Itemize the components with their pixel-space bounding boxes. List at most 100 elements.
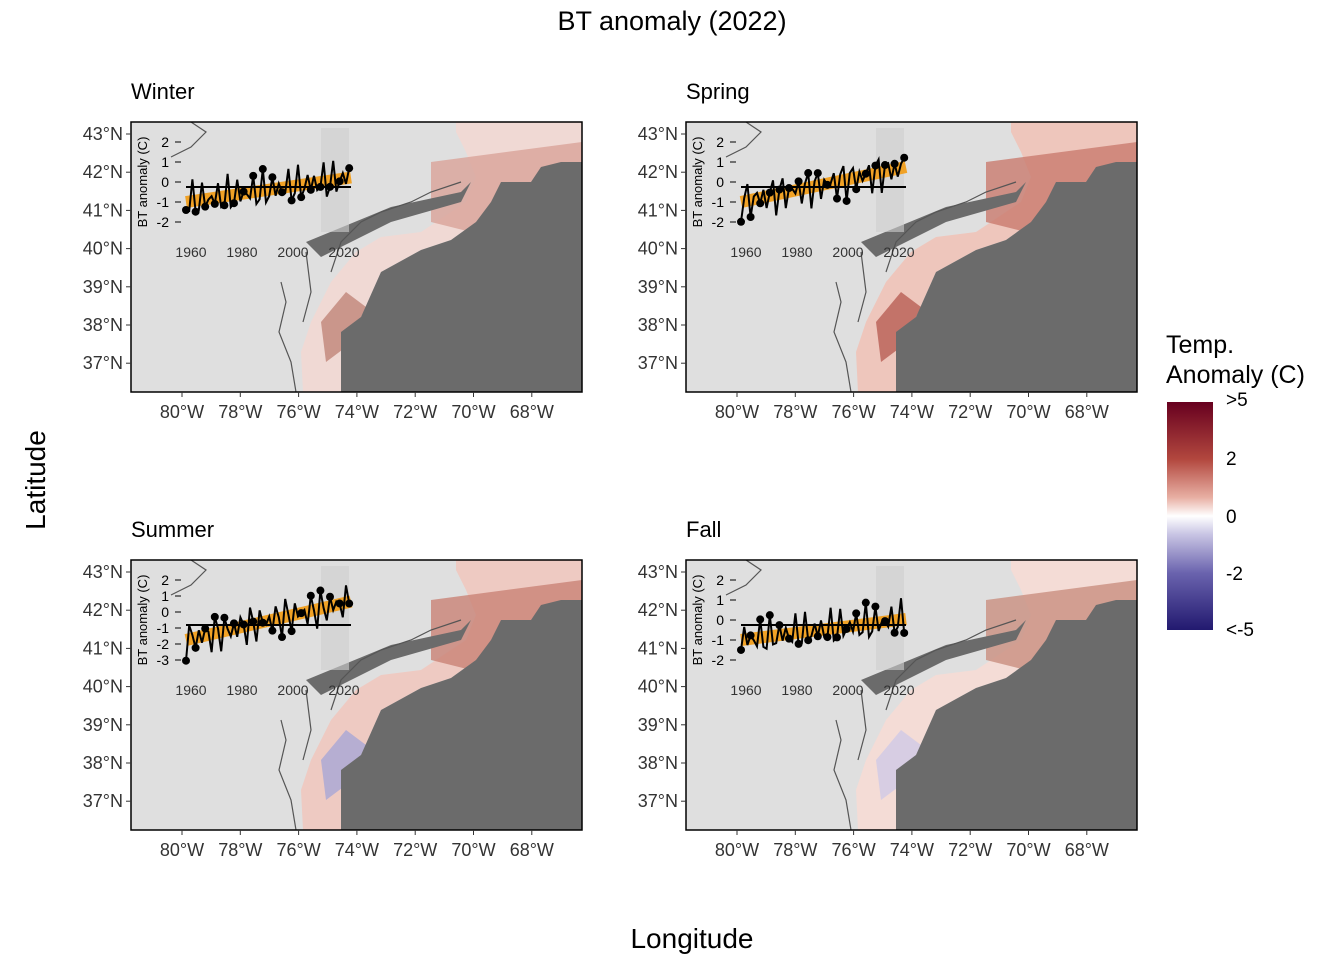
offshore-mask: [341, 600, 582, 830]
lon-tick-label: 72°W: [948, 840, 992, 860]
inset-x-tick-label: 2000: [832, 244, 863, 260]
anomaly-midatlantic: [876, 730, 921, 800]
lon-tick-label: 76°W: [831, 402, 875, 422]
coastline: [170, 559, 462, 831]
inset-y-tick-label: -1: [157, 194, 170, 210]
map-panel-summer: 43°N 42°N 41°N 40°N 39°N 38°N 37°N 80°W 78°W 76°W…: [83, 559, 583, 860]
lon-tick-label: 70°W: [1006, 402, 1050, 422]
inset-y-tick-label: 1: [716, 154, 724, 170]
inset-y-label: BT anomaly (C): [690, 137, 705, 228]
inset-y-tick-label: -2: [712, 214, 725, 230]
inset-y-label: BT anomaly (C): [690, 575, 705, 666]
lat-tick-label: 43°N: [83, 562, 123, 582]
lat-tick-label: 37°N: [638, 791, 678, 811]
inset-x-tick-label: 1980: [781, 682, 812, 698]
lon-tick-label: 68°W: [1065, 402, 1109, 422]
lon-tick-label: 74°W: [335, 840, 379, 860]
lat-tick-label: 41°N: [638, 638, 678, 658]
lat-tick-label: 38°N: [83, 315, 123, 335]
inset-x-tick-label: 2020: [883, 244, 914, 260]
lat-tick-label: 40°N: [638, 239, 678, 259]
inset-x-tick-label: 1980: [781, 244, 812, 260]
coastline: [170, 121, 462, 393]
lat-tick-label: 41°N: [638, 200, 678, 220]
inset-y-tick-label: 0: [716, 612, 724, 628]
lat-tick-label: 38°N: [638, 315, 678, 335]
map-panel-spring: 43°N 42°N 41°N 40°N 39°N 38°N 37°N 80°W 78°W 76°W…: [638, 121, 1138, 422]
inset-x-tick-label: 2020: [883, 682, 914, 698]
lon-tick-label: 68°W: [510, 402, 554, 422]
long-island-landmass: [306, 620, 471, 695]
lon-tick-label: 76°W: [276, 840, 320, 860]
legend-title-line2: Anomaly (C): [1166, 361, 1305, 389]
lat-tick-label: 42°N: [83, 162, 123, 182]
anomaly-midatlantic: [321, 292, 366, 362]
legend-label-0: 0: [1226, 507, 1237, 528]
lat-tick-label: 39°N: [83, 277, 123, 297]
inset-y-tick-label: -2: [157, 636, 170, 652]
x-axis-label: Longitude: [630, 923, 754, 954]
lon-tick-label: 80°W: [160, 402, 204, 422]
inset-x-tick-label: 1960: [175, 244, 206, 260]
lon-tick-label: 80°W: [715, 402, 759, 422]
coastline: [725, 559, 1017, 831]
inset-y-tick-label: 2: [716, 134, 724, 150]
lat-tick-label: 41°N: [83, 638, 123, 658]
lon-tick-label: 70°W: [451, 402, 495, 422]
offshore-mask: [341, 162, 582, 392]
coastline: [725, 121, 1017, 393]
inset-x-tick-label: 2000: [277, 682, 308, 698]
lon-tick-label: 76°W: [831, 840, 875, 860]
inset-fall: BT anomaly (C) 2 1 0 -1 -2 1960 1980 2000 2020: [690, 566, 915, 698]
legend-label-2: 2: [1226, 449, 1237, 470]
inset-x-tick-label: 1980: [226, 244, 257, 260]
lon-tick-label: 72°W: [948, 402, 992, 422]
inset-x-tick-label: 2000: [277, 244, 308, 260]
inset-y-tick-label: -2: [712, 652, 725, 668]
lat-tick-label: 43°N: [638, 562, 678, 582]
map-panel-winter: 43°N 42°N 41°N 40°N 39°N 38°N 37°N 80°W 78°W 76°W…: [83, 121, 583, 422]
legend-label-min: <-5: [1226, 620, 1254, 641]
lat-tick-label: 38°N: [638, 753, 678, 773]
lon-tick-label: 78°W: [218, 840, 262, 860]
lon-tick-label: 72°W: [393, 840, 437, 860]
offshore-mask: [896, 162, 1137, 392]
long-island-landmass: [861, 182, 1026, 257]
inset-y-tick-label: 1: [716, 592, 724, 608]
lat-tick-label: 42°N: [638, 162, 678, 182]
lon-tick-label: 76°W: [276, 402, 320, 422]
inset-data-point: [182, 656, 190, 665]
lon-tick-label: 72°W: [393, 402, 437, 422]
offshore-mask: [896, 600, 1137, 830]
lon-tick-label: 74°W: [335, 402, 379, 422]
map-panel-fall: 43°N 42°N 41°N 40°N 39°N 38°N 37°N 80°W 78°W 76°W…: [638, 559, 1138, 860]
lat-tick-label: 40°N: [638, 677, 678, 697]
inset-series-line: [740, 156, 906, 222]
inset-data-point: [900, 628, 909, 637]
lat-tick-label: 37°N: [83, 791, 123, 811]
anomaly-midatlantic: [321, 730, 366, 800]
lat-tick-label: 43°N: [83, 124, 123, 144]
inset-data-point: [345, 164, 354, 173]
lon-tick-label: 78°W: [773, 402, 817, 422]
inset-y-tick-label: 0: [161, 604, 169, 620]
lon-tick-label: 70°W: [451, 840, 495, 860]
trend-line: [185, 171, 352, 208]
inset-x-tick-label: 2020: [328, 244, 359, 260]
inset-spring: BT anomaly (C) 2 1 0 -1 -2 1960 1980 2000 2020: [690, 128, 915, 260]
panel-title-spring: Spring: [686, 79, 750, 104]
lon-tick-label: 74°W: [890, 840, 934, 860]
lat-tick-label: 43°N: [638, 124, 678, 144]
inset-y-tick-label: 0: [716, 174, 724, 190]
panel-title-summer: Summer: [131, 517, 215, 542]
lat-tick-label: 37°N: [638, 353, 678, 373]
legend-label-neg2: -2: [1226, 564, 1243, 585]
lat-tick-label: 38°N: [83, 753, 123, 773]
inset-y-tick-label: 2: [716, 572, 724, 588]
panel-title-winter: Winter: [131, 79, 195, 104]
inset-y-tick-label: 2: [161, 134, 169, 150]
inset-y-tick-label: 1: [161, 154, 169, 170]
lon-tick-label: 78°W: [218, 402, 262, 422]
inset-y-tick-label: 2: [161, 572, 169, 588]
